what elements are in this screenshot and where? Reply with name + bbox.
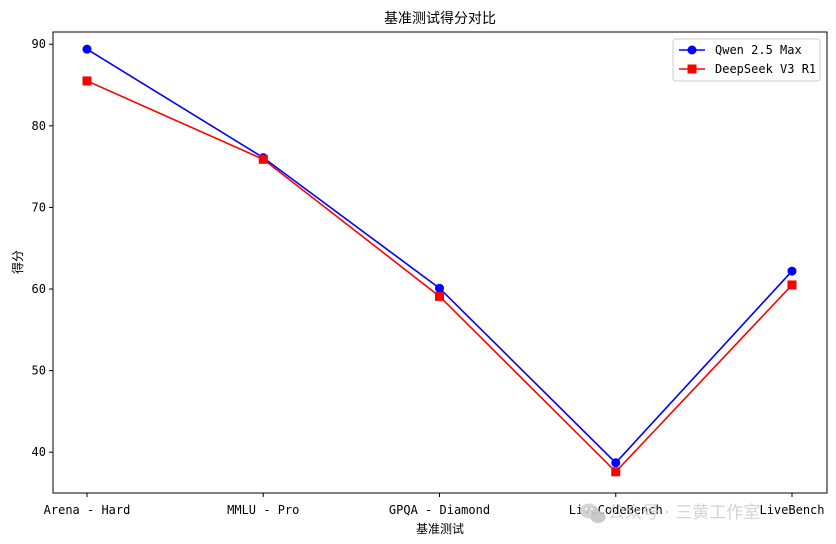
watermark-text: 公众号 · 三黄工作室 <box>608 503 760 523</box>
data-point <box>258 154 268 164</box>
x-axis-label: 基准测试 <box>416 521 464 536</box>
plot-area <box>52 31 828 494</box>
series-line <box>86 80 793 473</box>
legend: Qwen 2.5 Max DeepSeek V3 R1 <box>672 38 821 82</box>
x-tick-label: MMLU - Pro <box>227 503 299 517</box>
chart-title: 基准测试得分对比 <box>384 10 496 27</box>
wechat-icon <box>580 503 606 523</box>
data-point <box>435 283 444 293</box>
y-tick-label: 70 <box>32 200 46 214</box>
series-layer <box>82 44 797 477</box>
data-point <box>82 44 92 54</box>
y-tick-label: 90 <box>32 37 46 51</box>
x-tick-label: Arena - Hard <box>44 503 131 517</box>
y-tick-label: 40 <box>32 445 46 459</box>
x-tick-label: LiveBench <box>759 503 824 517</box>
x-tick-label: GPQA - Diamond <box>389 503 490 517</box>
legend-label: DeepSeek V3 R1 <box>715 62 816 76</box>
data-point <box>611 458 621 468</box>
y-tick-label: 50 <box>32 364 46 378</box>
series-line <box>86 48 793 464</box>
data-point <box>787 266 797 276</box>
data-point <box>82 76 92 86</box>
y-axis-label: 得分 <box>10 250 25 274</box>
x-axis: Arena - Hard MMLU - Pro GPQA - Diamond Live… <box>44 493 825 517</box>
data-point <box>611 467 621 477</box>
legend-label: Qwen 2.5 Max <box>715 43 802 57</box>
watermark: 公众号 · 三黄工作室 <box>580 503 760 523</box>
y-tick-label: 80 <box>32 119 46 133</box>
data-point <box>435 291 444 301</box>
data-point <box>787 280 797 290</box>
y-tick-label: 60 <box>32 282 46 296</box>
legend-box <box>672 38 821 82</box>
legend-marker <box>687 64 697 74</box>
legend-marker <box>687 45 697 55</box>
y-axis: 40 50 60 70 80 90 <box>32 37 53 459</box>
